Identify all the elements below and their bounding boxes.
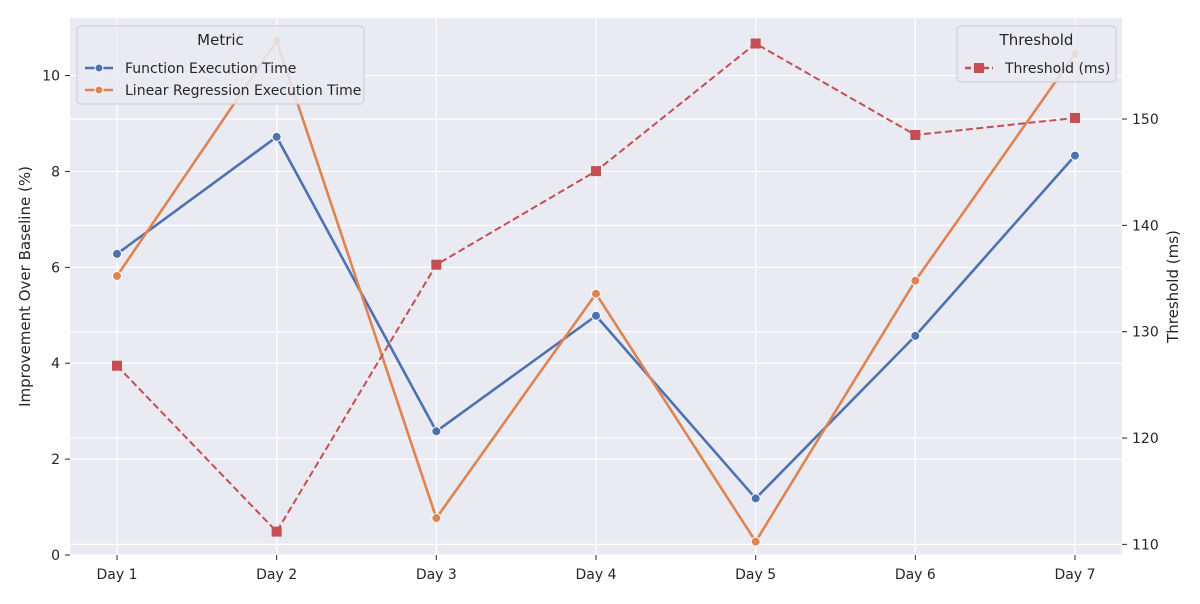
data-point bbox=[112, 248, 122, 259]
y-tick-label: 6 bbox=[51, 260, 60, 276]
data-point bbox=[591, 288, 601, 299]
legend-entry-label: Threshold (ms) bbox=[1004, 61, 1110, 77]
legend-entry-label: Linear Regression Execution Time bbox=[125, 83, 361, 99]
legend-marker bbox=[974, 63, 984, 73]
x-tick-label: Day 6 bbox=[895, 567, 936, 583]
legend-box bbox=[76, 25, 365, 105]
legend-marker bbox=[94, 85, 104, 95]
data-point bbox=[1070, 150, 1080, 161]
y-axis-label: Improvement Over Baseline (%) bbox=[16, 166, 34, 407]
y2-tick-label: 140 bbox=[1132, 218, 1159, 234]
y2-tick-label: 130 bbox=[1132, 325, 1159, 341]
data-point bbox=[112, 360, 122, 371]
y2-tick-label: 150 bbox=[1132, 112, 1159, 128]
legend: Metric Function Execution Time Linear Regr… bbox=[76, 25, 365, 105]
y-tick-label: 4 bbox=[51, 356, 60, 372]
data-point bbox=[431, 259, 442, 270]
series-2 bbox=[112, 38, 1080, 537]
data-point bbox=[431, 426, 442, 437]
y2-axis-label: Threshold (ms) bbox=[1164, 230, 1182, 344]
y-tick-label: 0 bbox=[51, 548, 60, 564]
x-tick-label: Day 7 bbox=[1054, 567, 1095, 583]
data-point bbox=[910, 275, 921, 286]
data-point bbox=[431, 513, 442, 524]
legend-box bbox=[956, 25, 1117, 83]
x-tick-label: Day 1 bbox=[96, 567, 137, 583]
data-point bbox=[750, 536, 761, 547]
y2-tick-label: 110 bbox=[1132, 537, 1159, 553]
y-tick-label: 8 bbox=[51, 164, 60, 180]
legend-entry-label: Function Execution Time bbox=[125, 61, 296, 77]
data-point bbox=[591, 166, 601, 177]
data-point bbox=[271, 131, 282, 142]
x-tick-label: Day 2 bbox=[256, 567, 297, 583]
legend-marker bbox=[94, 63, 104, 73]
x-tick-label: Day 4 bbox=[575, 567, 616, 583]
x-tick-label: Day 5 bbox=[735, 567, 776, 583]
series-0 bbox=[112, 131, 1080, 504]
legend: Threshold Threshold (ms) bbox=[956, 25, 1117, 83]
data-point bbox=[910, 129, 921, 140]
y-tick-label: 2 bbox=[51, 452, 60, 468]
legend-title: Metric bbox=[197, 31, 244, 49]
data-point bbox=[750, 38, 761, 49]
data-point bbox=[591, 310, 601, 321]
data-point bbox=[1070, 112, 1080, 123]
x-tick-label: Day 3 bbox=[416, 567, 457, 583]
legend-title: Threshold bbox=[999, 31, 1074, 49]
y2-tick-label: 120 bbox=[1132, 431, 1159, 447]
data-point bbox=[750, 493, 761, 504]
gridlines bbox=[70, 18, 1122, 556]
data-point bbox=[112, 270, 122, 281]
data-point bbox=[910, 330, 921, 341]
y-tick-label: 10 bbox=[42, 69, 60, 85]
data-point bbox=[271, 526, 282, 537]
